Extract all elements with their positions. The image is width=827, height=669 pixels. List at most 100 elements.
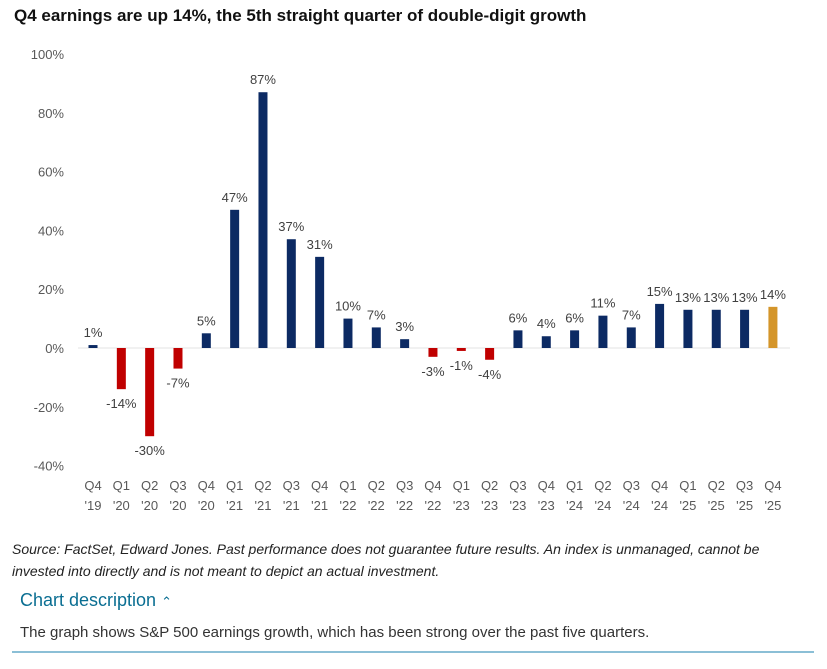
data-label: 6% [509, 310, 528, 325]
x-tick-label-year: '20 [170, 498, 187, 513]
data-label: 15% [647, 284, 673, 299]
chart-description-text: The graph shows S&P 500 earnings growth,… [20, 624, 650, 641]
x-tick-label-year: '21 [255, 498, 272, 513]
data-label: 31% [307, 237, 333, 252]
bar [371, 327, 381, 348]
y-tick-label: 80% [38, 106, 64, 121]
bar [513, 330, 523, 348]
x-tick-label: Q2 [368, 478, 385, 493]
x-tick-label-year: '25 [708, 498, 725, 513]
x-tick-label: Q1 [453, 478, 470, 493]
x-tick-label: Q4 [651, 478, 668, 493]
x-tick-label-year: '20 [141, 498, 158, 513]
data-label: 13% [675, 290, 701, 305]
bar [230, 209, 240, 348]
bar [541, 336, 551, 348]
chart-description-label: Chart description [20, 590, 157, 610]
data-label: 7% [622, 307, 641, 322]
data-label: -30% [134, 443, 165, 458]
y-tick-label: 40% [38, 223, 64, 238]
x-tick-label-year: '25 [736, 498, 753, 513]
data-label: 4% [537, 316, 556, 331]
bar [428, 348, 438, 357]
x-tick-label: Q2 [481, 478, 498, 493]
data-label: -14% [106, 396, 137, 411]
bar [626, 327, 636, 348]
x-tick-label: Q1 [339, 478, 356, 493]
x-tick-label-year: '24 [566, 498, 583, 513]
x-tick-label-year: '21 [283, 498, 300, 513]
x-tick-label: Q3 [509, 478, 526, 493]
x-tick-label: Q1 [113, 478, 130, 493]
bar [343, 318, 353, 348]
bar [683, 309, 693, 348]
y-tick-label: -20% [34, 400, 65, 415]
bar [768, 306, 778, 348]
data-label: 47% [222, 190, 248, 205]
x-tick-label-year: '24 [594, 498, 611, 513]
x-tick-label: Q3 [283, 478, 300, 493]
x-tick-label-year: '22 [339, 498, 356, 513]
data-label: -4% [478, 367, 502, 382]
chart-description-toggle[interactable]: Chart description ⌃ [20, 590, 172, 611]
bar [286, 239, 296, 348]
bar [145, 348, 155, 437]
y-tick-label: 0% [45, 341, 64, 356]
data-label: 3% [395, 319, 414, 334]
x-tick-label: Q2 [594, 478, 611, 493]
bar [400, 339, 410, 348]
chart-title: Q4 earnings are up 14%, the 5th straight… [14, 6, 587, 25]
data-label: 10% [335, 299, 361, 314]
data-label: -1% [450, 358, 474, 373]
bar [173, 348, 183, 369]
x-tick-label-year: '25 [764, 498, 781, 513]
x-tick-label: Q4 [538, 478, 555, 493]
x-tick-label-year: '21 [226, 498, 243, 513]
x-tick-label: Q1 [566, 478, 583, 493]
y-tick-label: 100% [31, 47, 65, 62]
y-tick-label: -40% [34, 459, 65, 474]
bar [485, 348, 495, 360]
x-tick-label: Q1 [679, 478, 696, 493]
x-tick-label: Q4 [311, 478, 328, 493]
data-label: 13% [703, 290, 729, 305]
data-label: 6% [565, 310, 584, 325]
bar [598, 315, 608, 348]
data-label: 37% [278, 219, 304, 234]
x-tick-label: Q2 [141, 478, 158, 493]
y-tick-label: 60% [38, 165, 64, 180]
x-tick-label: Q1 [226, 478, 243, 493]
data-label: 5% [197, 313, 216, 328]
x-tick-label-year: '21 [311, 498, 328, 513]
data-label: 1% [84, 325, 103, 340]
x-tick-label-year: '24 [623, 498, 640, 513]
data-label: 13% [732, 290, 758, 305]
bar [258, 92, 268, 348]
bar [740, 309, 750, 348]
bar [570, 330, 580, 348]
bar [315, 256, 325, 348]
x-tick-label: Q4 [424, 478, 441, 493]
x-tick-label-year: '19 [85, 498, 102, 513]
data-label: -3% [421, 364, 445, 379]
x-tick-label-year: '24 [651, 498, 668, 513]
x-tick-label: Q2 [254, 478, 271, 493]
x-tick-label: Q4 [198, 478, 215, 493]
x-tick-label-year: '20 [113, 498, 130, 513]
bar [88, 345, 98, 348]
bar [456, 348, 466, 351]
x-tick-label-year: '23 [538, 498, 555, 513]
data-label: 7% [367, 307, 386, 322]
x-tick-label: Q3 [623, 478, 640, 493]
bar-chart: 100% 80% 60% 40% 20% 0% -20% -40% 1% Q4 '19 -14% Q1 '… [31, 47, 790, 513]
x-tick-label-year: '25 [679, 498, 696, 513]
bar [201, 333, 211, 348]
x-tick-label-year: '22 [396, 498, 413, 513]
chevron-up-icon: ⌃ [161, 594, 172, 609]
x-tick-label-year: '23 [509, 498, 526, 513]
data-label: 14% [760, 287, 786, 302]
bar [116, 348, 126, 390]
x-tick-label-year: '20 [198, 498, 215, 513]
data-label: 87% [250, 72, 276, 87]
x-tick-label-year: '22 [424, 498, 441, 513]
